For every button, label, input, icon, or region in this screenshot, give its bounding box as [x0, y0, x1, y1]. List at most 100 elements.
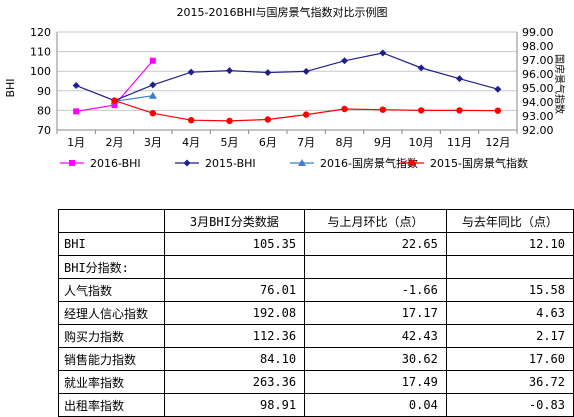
table-header-cell — [58, 209, 165, 233]
table-row: 就业率指数 263.36 17.49 36.72 — [58, 370, 574, 394]
table-row: 购买力指数 112.36 42.43 2.17 — [58, 324, 574, 348]
data-point — [408, 159, 416, 167]
table-header-cell: 3月BHI分类数据 — [163, 209, 306, 233]
mom-change-cell: 17.17 — [304, 301, 447, 325]
data-point — [341, 57, 348, 65]
series — [72, 49, 502, 125]
legend: 2016-BHI 2015-BHI 2016-国房景气指数 2015-国房景气指数 — [60, 156, 528, 170]
mom-change-cell — [304, 255, 447, 279]
data-point — [264, 69, 272, 77]
data-point — [494, 107, 502, 114]
mom-change-cell: 30.62 — [304, 347, 447, 371]
y2-tick-label: 94.00 — [522, 96, 554, 109]
march-value-cell: 112.36 — [163, 324, 306, 348]
data-point — [302, 111, 310, 118]
data-point — [72, 82, 80, 90]
row-label: 销售能力指数 — [58, 347, 165, 371]
x-tick-label: 8月 — [336, 136, 354, 149]
data-point — [417, 107, 425, 114]
bhi-data-table: 3月BHI分类数据 与上月环比（点） 与去年同比（点） BHI 105.35 22.65 1… — [58, 209, 574, 417]
row-label: 购买力指数 — [58, 324, 165, 348]
y-axis-label: BHI — [4, 78, 17, 97]
mom-change-cell: 0.04 — [304, 393, 447, 417]
data-point — [183, 159, 191, 167]
data-point — [148, 91, 157, 99]
yoy-change-cell: 17.60 — [445, 347, 574, 371]
row-label: BHI — [58, 232, 165, 256]
mom-change-cell: -1.66 — [304, 278, 447, 302]
data-point — [73, 108, 80, 115]
march-value-cell: 263.36 — [163, 370, 306, 394]
data-point — [149, 57, 156, 64]
legend-label: 2015-国房景气指数 — [430, 156, 528, 170]
table-header-row: 3月BHI分类数据 与上月环比（点） 与去年同比（点） — [58, 209, 574, 233]
y2-tick-label: 93.00 — [522, 110, 554, 123]
x-tick-label: 1月 — [67, 136, 85, 149]
legend-label: 2016-国房景气指数 — [320, 156, 418, 170]
y-tick-label: 70 — [37, 124, 51, 137]
yoy-change-cell: 4.63 — [445, 301, 574, 325]
data-point — [494, 85, 502, 93]
y-tick-label: 100 — [30, 65, 51, 78]
table-header-cell: 与去年同比（点） — [445, 209, 574, 233]
data-point — [379, 106, 387, 113]
series-triangle-line — [114, 95, 153, 102]
mom-change-cell: 42.43 — [304, 324, 447, 348]
y2-tick-label: 95.00 — [522, 82, 554, 95]
yoy-change-cell: -0.83 — [445, 393, 574, 417]
data-point — [456, 75, 463, 83]
chart: 2015-2016BHI与国房景气指数对比示例图 BHI 国房景气指数 70 80… — [4, 5, 566, 170]
data-point — [111, 97, 118, 104]
march-value-cell: 98.91 — [163, 393, 306, 417]
march-value-cell: 105.35 — [163, 232, 306, 256]
data-point — [417, 64, 425, 72]
x-tick-label: 12月 — [485, 136, 510, 149]
x-tick-label: 10月 — [409, 136, 434, 149]
data-point — [298, 159, 306, 166]
data-point — [111, 102, 118, 109]
row-label: BHI分指数: — [58, 255, 165, 279]
table-header-cell: 与上月环比（点） — [304, 209, 447, 233]
y2-axis-label: 国房景气指数 — [553, 54, 566, 114]
x-tick-label: 6月 — [259, 136, 277, 149]
row-label: 出租率指数 — [58, 393, 165, 417]
x-tick-label: 3月 — [144, 136, 162, 149]
data-point — [149, 110, 157, 117]
table-row: 人气指数 76.01 -1.66 15.58 — [58, 278, 574, 302]
x-tick-label: 7月 — [297, 136, 315, 149]
data-point — [187, 117, 195, 124]
table-row: 出租率指数 98.91 0.04 -0.83 — [58, 393, 574, 417]
x-tick-label: 5月 — [221, 136, 239, 149]
march-value-cell — [163, 255, 306, 279]
x-tick-label: 11月 — [447, 136, 472, 149]
row-label: 经理人信心指数 — [58, 301, 165, 325]
data-point — [226, 117, 233, 125]
data-point — [379, 49, 387, 57]
yoy-change-cell: 12.10 — [445, 232, 574, 256]
data-point — [69, 160, 75, 166]
yoy-change-cell — [445, 255, 574, 279]
march-value-cell: 76.01 — [163, 278, 306, 302]
y-tick-label: 110 — [30, 46, 51, 59]
mom-change-cell: 17.49 — [304, 370, 447, 394]
data-point — [149, 81, 157, 89]
data-point — [187, 68, 195, 76]
march-value-cell: 84.10 — [163, 347, 306, 371]
table-row: 经理人信心指数 192.08 17.17 4.63 — [58, 301, 574, 325]
legend-label: 2015-BHI — [205, 157, 256, 170]
march-value-cell: 192.08 — [163, 301, 306, 325]
x-tick-label: 9月 — [374, 136, 392, 149]
y2-tick-label: 98.00 — [522, 40, 554, 53]
mom-change-cell: 22.65 — [304, 232, 447, 256]
series-diamond-line — [75, 52, 498, 102]
y2-tick-label: 92.00 — [522, 124, 554, 137]
y-tick-label: 120 — [30, 26, 51, 39]
yoy-change-cell: 36.72 — [445, 370, 574, 394]
data-point — [264, 116, 272, 123]
axes: 70 80 90 100 110 120 92.0093.0094.0095.0096.00… — [30, 26, 554, 149]
data-point — [226, 67, 233, 75]
x-tick-label: 4月 — [182, 136, 200, 149]
y2-tick-label: 99.00 — [522, 26, 554, 39]
table-row: BHI 105.35 22.65 12.10 — [58, 232, 574, 256]
y2-tick-label: 96.00 — [522, 68, 554, 81]
